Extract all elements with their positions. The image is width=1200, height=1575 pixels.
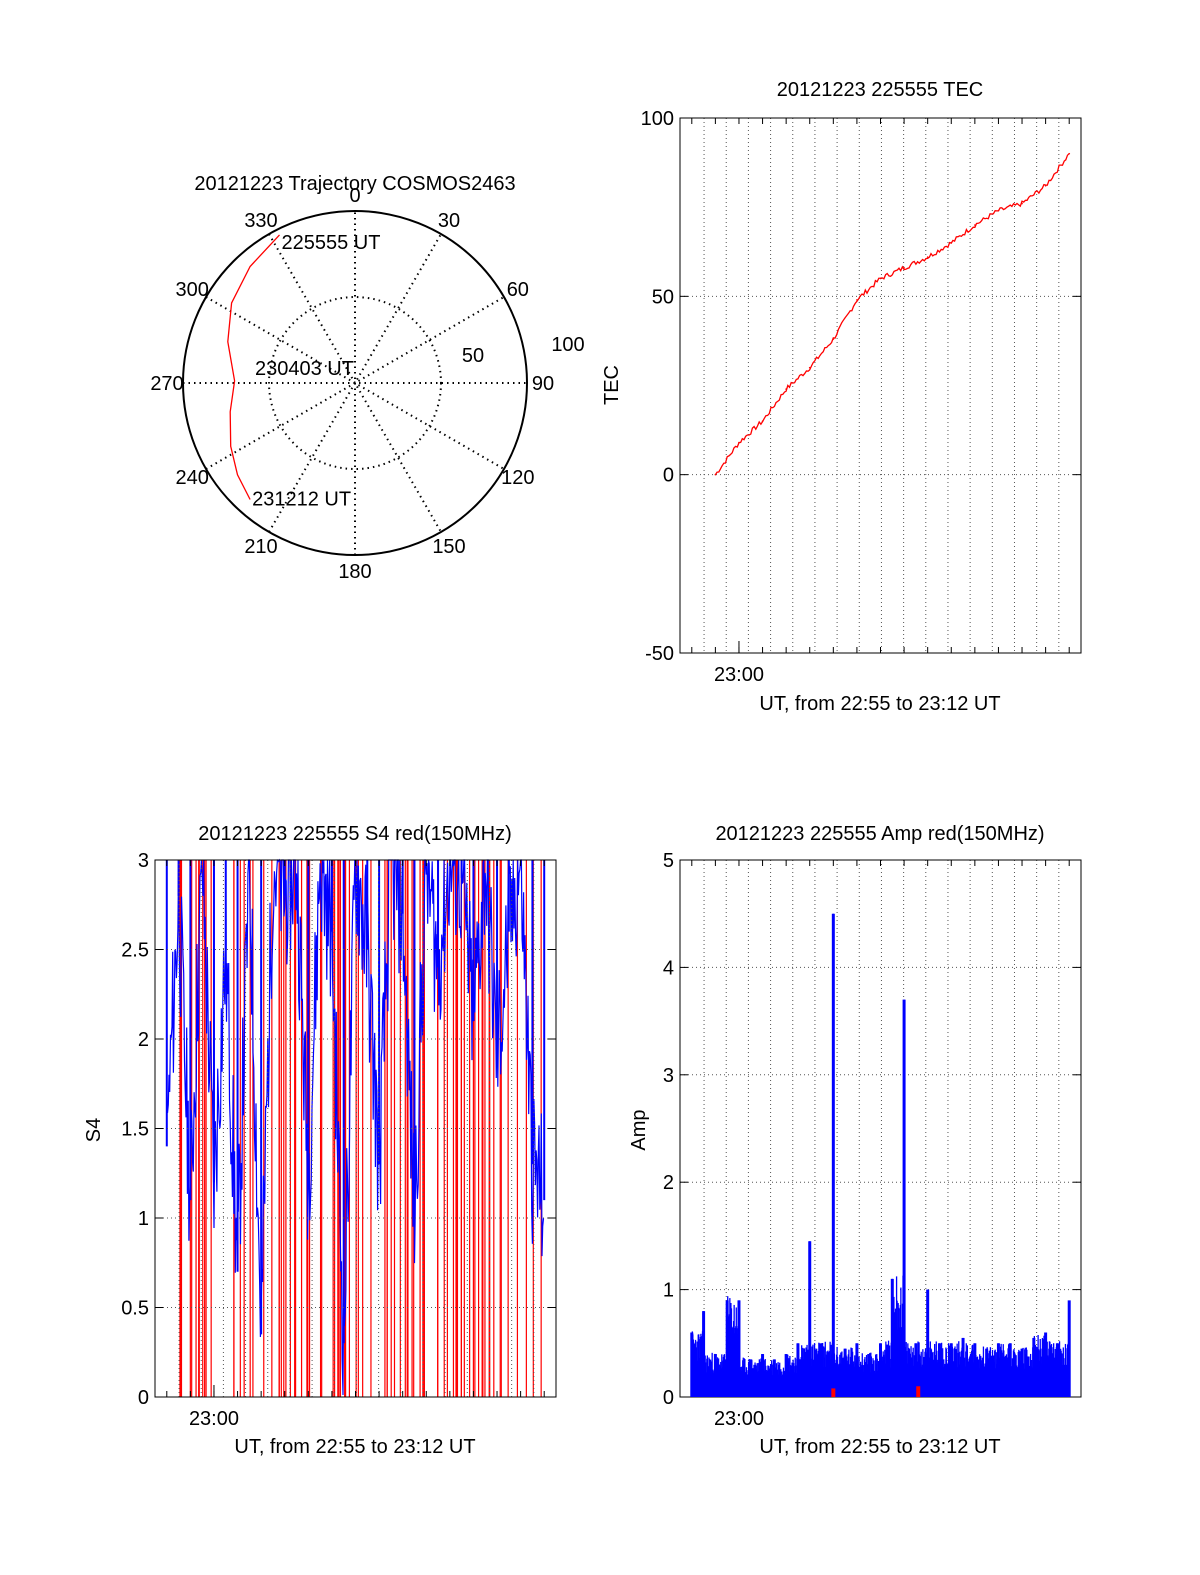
polar-azimuth-label: 0 bbox=[349, 185, 360, 207]
tec-point bbox=[926, 256, 929, 258]
tec-point bbox=[785, 388, 787, 390]
polar-azimuth-label: 300 bbox=[175, 279, 208, 301]
polar-azimuth-label: 60 bbox=[507, 279, 529, 301]
polar-trajectory-panel: 20121223 Trajectory COSMOS2463 0 30 60 90 12… bbox=[150, 173, 584, 583]
s4-axes: 3 2.5 2 1.5 1 0.5 0 23:00 bbox=[121, 850, 557, 1430]
tec-point bbox=[808, 366, 811, 369]
y-tick-label: 1 bbox=[138, 1208, 149, 1230]
polar-radial-labels: 50 100 bbox=[462, 334, 585, 367]
x-tick-label: 23:00 bbox=[714, 664, 764, 686]
y-tick-label: 2 bbox=[663, 1172, 674, 1194]
s4-panel: 20121223 225555 S4 red(150MHz) 3 2.5 2 1.5 1… bbox=[83, 823, 557, 1458]
tec-y-axis-label: TEC bbox=[601, 365, 623, 405]
polar-inner-circle bbox=[268, 296, 442, 470]
tec-axes: 100 50 0 -50 23:00 bbox=[641, 108, 1082, 686]
y-tick-label: 0.5 bbox=[121, 1298, 149, 1320]
y-tick-label: 3 bbox=[138, 850, 149, 872]
track-center-label: 230403 UT bbox=[255, 358, 354, 380]
tec-point bbox=[879, 277, 882, 280]
plot-frame bbox=[154, 859, 557, 1398]
y-tick-label: 1.5 bbox=[121, 1119, 149, 1141]
polar-azimuth-label: 90 bbox=[532, 373, 554, 395]
polar-azimuth-label: 30 bbox=[438, 210, 460, 232]
amp-title: 20121223 225555 Amp red(150MHz) bbox=[715, 823, 1044, 845]
polar-azimuth-label: 330 bbox=[244, 210, 277, 232]
tec-title: 20121223 225555 TEC bbox=[777, 79, 983, 101]
y-tick-label: 2 bbox=[138, 1029, 149, 1051]
polar-azimuth-label: 150 bbox=[432, 536, 465, 558]
y-tick-label: 0 bbox=[138, 1387, 149, 1409]
amp-y-axis-label: Amp bbox=[628, 1109, 650, 1150]
amp-panel: 20121223 225555 Amp red(150MHz) 5 4 3 2 1 0 23… bbox=[628, 823, 1082, 1458]
tec-point bbox=[1021, 202, 1023, 205]
polar-azimuth-label: 270 bbox=[150, 373, 183, 395]
x-tick-label: 23:00 bbox=[189, 1408, 239, 1430]
tec-point bbox=[832, 338, 835, 340]
polar-azimuth-label: 120 bbox=[501, 467, 534, 489]
tec-point bbox=[997, 209, 1000, 212]
y-tick-label: 5 bbox=[663, 850, 674, 872]
amp-axes: 5 4 3 2 1 0 23:00 bbox=[663, 850, 1082, 1430]
s4-y-axis-label: S4 bbox=[83, 1118, 105, 1142]
trajectory-line bbox=[227, 234, 280, 500]
x-tick-label: 23:00 bbox=[714, 1408, 764, 1430]
y-tick-label: 0 bbox=[663, 465, 674, 487]
amp-red-marker bbox=[831, 1388, 836, 1397]
tec-point bbox=[1068, 152, 1071, 155]
plot-frame bbox=[679, 117, 1082, 654]
y-tick-label: 3 bbox=[663, 1065, 674, 1087]
tec-point bbox=[974, 224, 976, 226]
y-tick-label: 100 bbox=[641, 108, 674, 130]
tec-panel: 20121223 225555 TEC 100 50 0 -50 23:00 UT, f… bbox=[601, 79, 1082, 715]
tec-line bbox=[714, 153, 1070, 476]
tec-series bbox=[714, 152, 1071, 476]
amp-series bbox=[690, 913, 1071, 1397]
polar-grid bbox=[182, 210, 528, 556]
tec-point bbox=[1044, 184, 1047, 187]
tec-x-axis-label: UT, from 22:55 to 23:12 UT bbox=[759, 693, 1000, 715]
polar-azimuth-label: 210 bbox=[244, 536, 277, 558]
polar-radial-label: 50 bbox=[462, 345, 484, 367]
tec-point bbox=[950, 242, 953, 244]
polar-azimuth-labels: 0 30 60 90 120 150 180 210 240 270 300 330 bbox=[150, 185, 554, 583]
s4-title: 20121223 225555 S4 red(150MHz) bbox=[198, 823, 512, 845]
polar-title: 20121223 Trajectory COSMOS2463 bbox=[194, 173, 515, 195]
tec-point bbox=[714, 473, 717, 476]
amp-red-marker bbox=[916, 1386, 921, 1397]
s4-x-axis-label: UT, from 22:55 to 23:12 UT bbox=[234, 1436, 475, 1458]
polar-spoke bbox=[268, 233, 442, 533]
tec-point bbox=[903, 267, 905, 269]
y-tick-label: 4 bbox=[663, 957, 674, 979]
y-tick-label: 0 bbox=[663, 1387, 674, 1409]
y-tick-label: -50 bbox=[645, 643, 674, 665]
tec-point bbox=[856, 299, 858, 301]
tec-point bbox=[738, 441, 740, 444]
amp-x-axis-label: UT, from 22:55 to 23:12 UT bbox=[759, 1436, 1000, 1458]
tec-point bbox=[761, 420, 764, 422]
polar-azimuth-label: 240 bbox=[175, 467, 208, 489]
polar-radial-label: 100 bbox=[551, 334, 584, 356]
polar-azimuth-label: 180 bbox=[338, 561, 371, 583]
y-tick-label: 1 bbox=[663, 1280, 674, 1302]
track-start-label: 225555 UT bbox=[282, 232, 381, 254]
track-end-label: 231212 UT bbox=[252, 488, 351, 510]
y-tick-label: 50 bbox=[652, 286, 674, 308]
y-tick-label: 2.5 bbox=[121, 940, 149, 962]
s4-blue-line bbox=[166, 858, 545, 1396]
polar-track bbox=[227, 234, 280, 500]
